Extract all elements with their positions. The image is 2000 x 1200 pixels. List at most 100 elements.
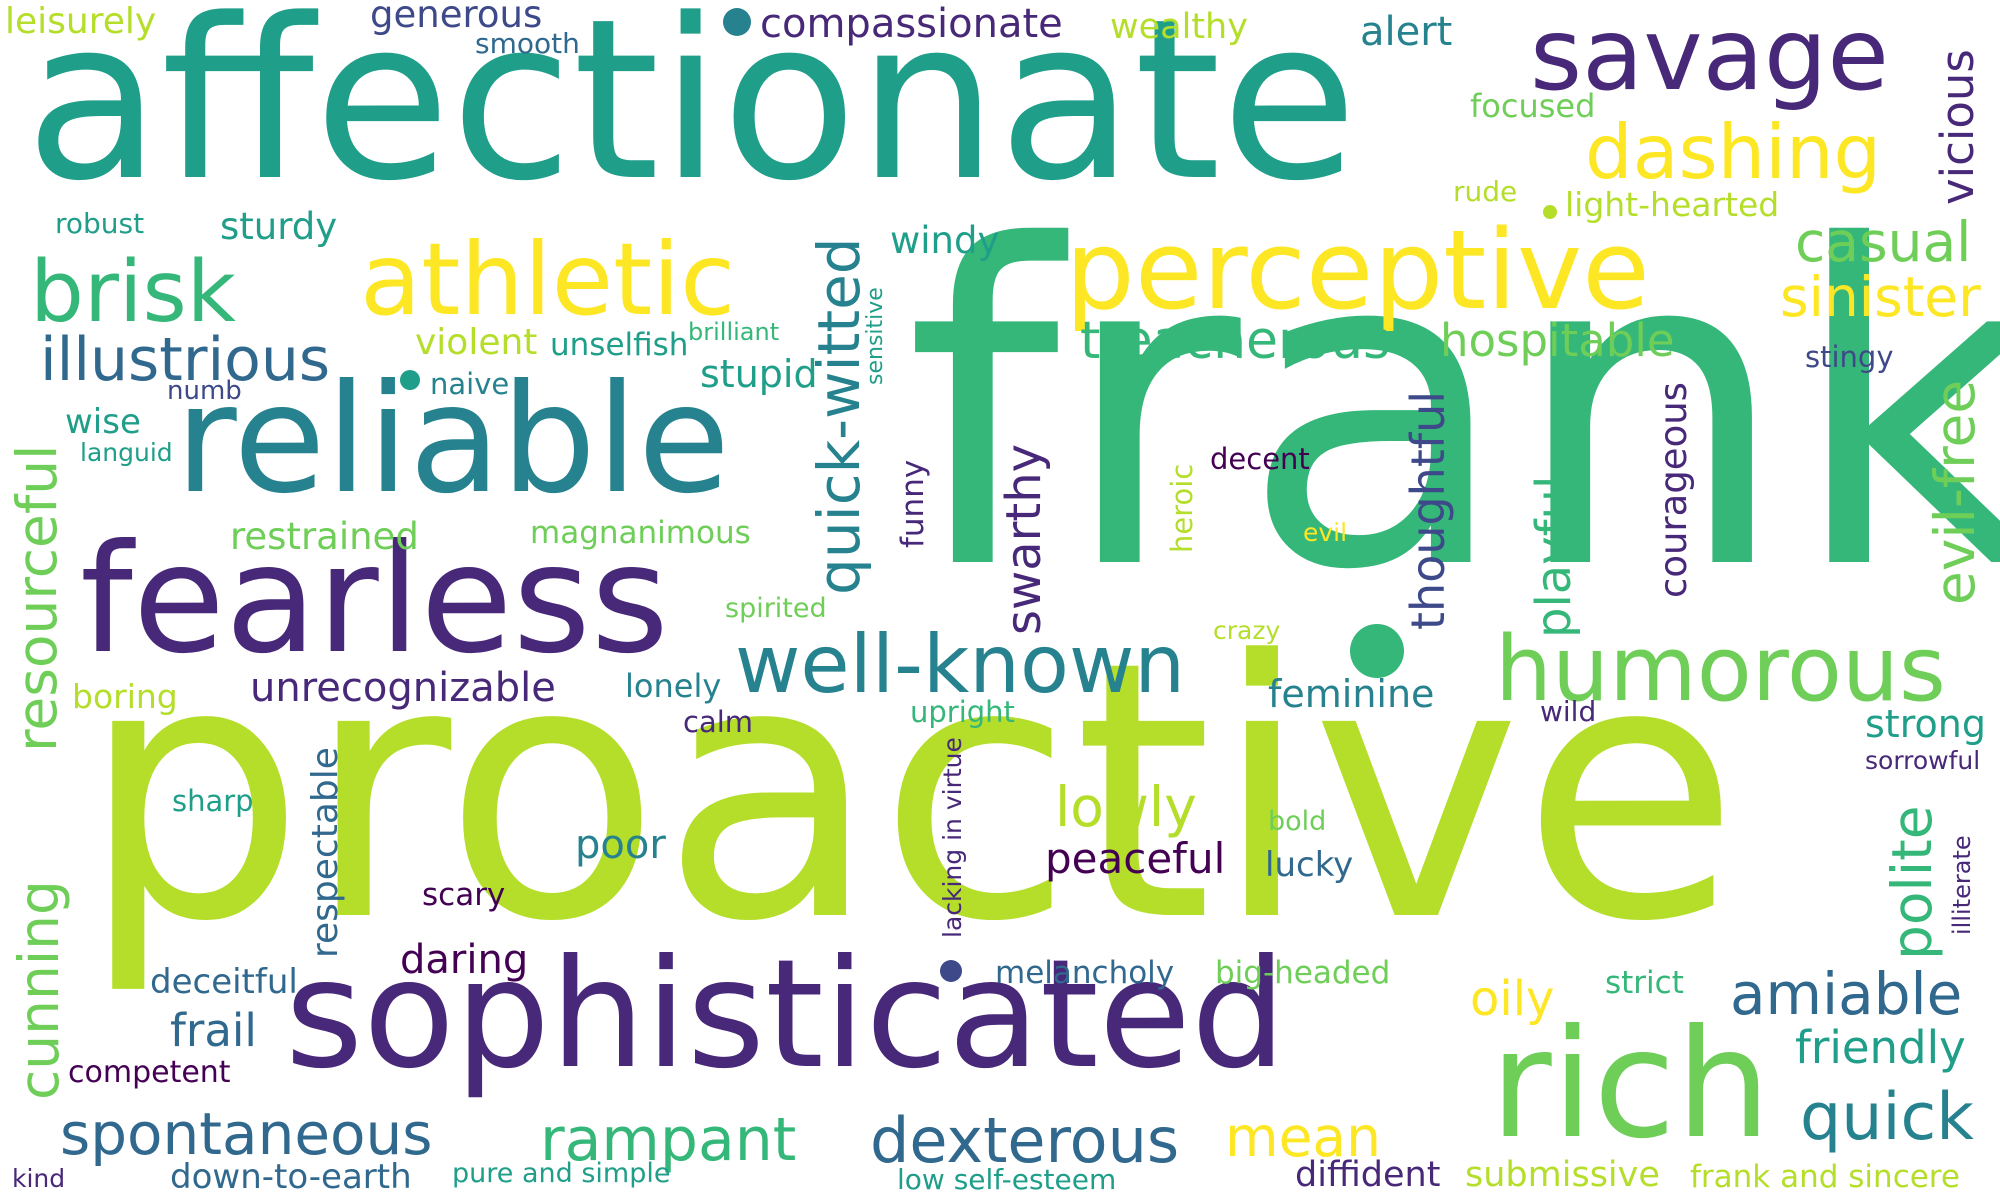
word-daring: daring bbox=[400, 937, 529, 983]
word-low-self-esteem: low self-esteem bbox=[897, 1163, 1117, 1196]
word-spontaneous: spontaneous bbox=[60, 1100, 433, 1168]
word-sensitive: sensitive bbox=[863, 287, 888, 385]
word-reliable: reliable bbox=[175, 353, 731, 527]
word-decent: decent bbox=[1210, 442, 1310, 476]
word-down-to-earth: down-to-earth bbox=[170, 1157, 412, 1197]
word-robust: robust bbox=[55, 207, 145, 240]
word-restrained: restrained bbox=[230, 515, 419, 558]
word-frail: frail bbox=[170, 1004, 257, 1057]
word-quick-witted: quick-witted bbox=[805, 237, 873, 595]
word-poor: poor bbox=[575, 822, 666, 868]
word-strong: strong bbox=[1865, 702, 1986, 746]
word-rich: rich bbox=[1490, 998, 1771, 1172]
word-big-headed: big-headed bbox=[1215, 955, 1391, 991]
word-funny: funny bbox=[895, 459, 931, 548]
word-oily: oily bbox=[1470, 971, 1555, 1027]
word-dashing: dashing bbox=[1585, 108, 1882, 196]
word-submissive: submissive bbox=[1465, 1155, 1660, 1195]
word-illustrious: illustrious bbox=[40, 325, 331, 395]
word-hospitable: hospitable bbox=[1440, 314, 1675, 367]
word-lonely: lonely bbox=[625, 667, 722, 705]
word-competent: competent bbox=[68, 1055, 231, 1090]
word-unselfish: unselfish bbox=[550, 327, 689, 363]
word-sophisticated: sophisticated bbox=[285, 928, 1287, 1102]
word-sturdy: sturdy bbox=[220, 205, 338, 248]
word-rude: rude bbox=[1453, 175, 1518, 208]
word-quick: quick bbox=[1800, 1080, 1974, 1155]
word-unrecognizable: unrecognizable bbox=[250, 665, 556, 711]
word-scary: scary bbox=[422, 877, 506, 913]
word-wild: wild bbox=[1540, 695, 1597, 728]
word-violent: violent bbox=[415, 322, 538, 363]
word-peaceful: peaceful bbox=[1045, 834, 1226, 883]
word-athletic: athletic bbox=[360, 221, 736, 338]
word-mean: mean bbox=[1225, 1105, 1381, 1169]
word-respectable: respectable bbox=[305, 747, 346, 958]
word-diffident: diffident bbox=[1295, 1155, 1441, 1195]
word-lowly: lowly bbox=[1055, 775, 1197, 839]
word-heroic: heroic bbox=[1165, 463, 1199, 553]
word-boring: boring bbox=[72, 677, 178, 716]
word-playful: playful bbox=[1526, 475, 1582, 638]
word-languid: languid bbox=[80, 438, 173, 467]
word-evil: evil bbox=[1303, 518, 1348, 547]
word-kind: kind bbox=[12, 1164, 66, 1193]
word-savage: savage bbox=[1530, 0, 1889, 113]
word-upright: upright bbox=[910, 695, 1015, 729]
decorative-dot bbox=[940, 960, 962, 982]
word-well-known: well-known bbox=[735, 618, 1186, 711]
word-casual: casual bbox=[1795, 210, 1972, 274]
word-focused: focused bbox=[1470, 87, 1596, 125]
decorative-dot bbox=[1543, 205, 1557, 219]
word-leisurely: leisurely bbox=[5, 1, 157, 42]
word-feminine: feminine bbox=[1268, 672, 1435, 716]
word-strict: strict bbox=[1605, 965, 1684, 1001]
decorative-dot bbox=[400, 370, 420, 390]
word-frank-and-sincere: frank and sincere bbox=[1690, 1159, 1960, 1195]
decorative-dot bbox=[1350, 624, 1404, 678]
word-polite: polite bbox=[1880, 805, 1944, 960]
word-stingy: stingy bbox=[1805, 340, 1894, 374]
word-friendly: friendly bbox=[1795, 1021, 1966, 1074]
word-wise: wise bbox=[65, 402, 141, 442]
word-pure-and-simple: pure and simple bbox=[452, 1158, 671, 1189]
word-affectionate: affectionate bbox=[25, 0, 1358, 230]
word-evil-free: evil-free bbox=[1923, 379, 1987, 605]
word-thoughtful: thoughtful bbox=[1401, 390, 1455, 630]
word-rampant: rampant bbox=[540, 1105, 797, 1175]
word-bold: bold bbox=[1268, 806, 1327, 837]
word-naive: naive bbox=[430, 367, 510, 401]
word-stupid: stupid bbox=[700, 352, 818, 396]
word-magnanimous: magnanimous bbox=[530, 515, 751, 551]
word-frank: frank bbox=[905, 154, 2000, 666]
word-vicious: vicious bbox=[1931, 49, 1984, 205]
word-generous: generous bbox=[370, 0, 543, 36]
word-amiable: amiable bbox=[1730, 960, 1963, 1028]
word-sharp: sharp bbox=[172, 784, 254, 818]
word-smooth: smooth bbox=[475, 27, 580, 60]
word-melancholy: melancholy bbox=[995, 955, 1175, 991]
word-wealthy: wealthy bbox=[1110, 7, 1248, 47]
word-compassionate: compassionate bbox=[760, 1, 1063, 47]
word-sinister: sinister bbox=[1780, 265, 1981, 329]
word-resourceful: resourceful bbox=[5, 444, 69, 752]
word-proactive: proactive bbox=[80, 585, 1740, 999]
word-courageous: courageous bbox=[1652, 382, 1695, 598]
word-sorrowful: sorrowful bbox=[1865, 746, 1981, 775]
word-lacking-in-virtue: lacking in virtue bbox=[938, 737, 967, 938]
word-perceptive: perceptive bbox=[1065, 206, 1650, 334]
decorative-dot bbox=[723, 8, 751, 36]
word-alert: alert bbox=[1360, 9, 1453, 55]
word-numb: numb bbox=[167, 376, 242, 406]
word-cunning: cunning bbox=[7, 880, 71, 1100]
word-treacherous: treacherous bbox=[1080, 311, 1391, 371]
word-fearless: fearless bbox=[80, 513, 669, 687]
word-lucky: lucky bbox=[1265, 845, 1354, 885]
word-crazy: crazy bbox=[1213, 616, 1281, 645]
word-brilliant: brilliant bbox=[688, 318, 780, 346]
word-humorous: humorous bbox=[1495, 617, 1946, 722]
word-illiterate: illiterate bbox=[1948, 835, 1976, 935]
word-brisk: brisk bbox=[30, 243, 237, 342]
word-windy: windy bbox=[890, 219, 1000, 262]
